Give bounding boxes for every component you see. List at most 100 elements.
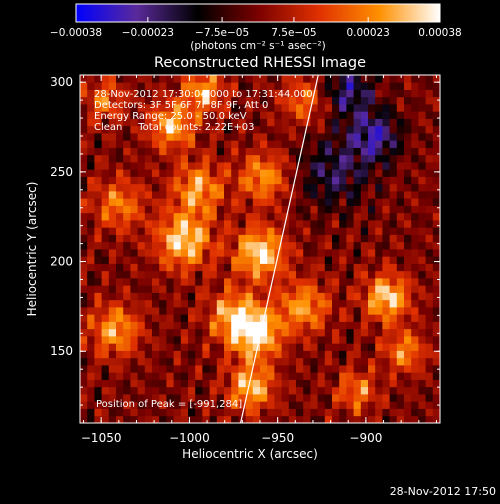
heatmap-cell <box>404 183 412 192</box>
heatmap-cell <box>324 386 333 395</box>
heatmap-cell <box>224 314 232 322</box>
heatmap-cell <box>339 343 347 351</box>
heatmap-cell <box>101 307 110 315</box>
heatmap-cell <box>159 270 167 279</box>
heatmap-cell <box>137 408 146 417</box>
heatmap-cell <box>166 365 174 373</box>
heatmap-cell <box>130 379 138 388</box>
heatmap-cell <box>260 307 268 315</box>
heatmap-cell <box>94 401 102 409</box>
heatmap-cell <box>296 133 304 141</box>
heatmap-cell <box>332 292 340 301</box>
heatmap-cell <box>245 386 254 395</box>
heatmap-cell <box>346 82 354 90</box>
heatmap-cell <box>296 234 304 243</box>
heatmap-cell <box>224 285 232 293</box>
heatmap-cell <box>94 111 102 119</box>
heatmap-cell <box>180 241 189 250</box>
heatmap-cell <box>224 212 232 221</box>
heatmap-cell <box>231 147 239 156</box>
heatmap-cell <box>101 256 110 264</box>
heatmap-cell <box>80 343 88 351</box>
heatmap-cell <box>116 285 124 293</box>
heatmap-cell <box>245 321 254 330</box>
heatmap-cell <box>332 133 340 141</box>
heatmap-cell <box>159 249 167 257</box>
heatmap-cell <box>267 154 275 163</box>
heatmap-cell <box>346 176 354 185</box>
heatmap-cell <box>418 336 426 344</box>
heatmap-cell <box>296 314 304 322</box>
heatmap-cell <box>368 227 376 235</box>
heatmap-cell <box>116 169 124 177</box>
heatmap-cell <box>346 96 354 105</box>
heatmap-cell <box>432 401 440 409</box>
heatmap-cell <box>346 183 354 192</box>
heatmap-cell <box>332 249 340 257</box>
heatmap-cell <box>425 234 434 243</box>
heatmap-cell <box>166 96 174 105</box>
heatmap-cell <box>375 314 383 322</box>
heatmap-cell <box>195 278 203 286</box>
heatmap-cell <box>310 415 318 423</box>
heatmap-cell <box>101 96 110 105</box>
heatmap-cell <box>368 408 376 417</box>
heatmap-cell <box>368 299 376 308</box>
heatmap-cell <box>353 336 362 344</box>
heatmap-cell <box>418 299 426 308</box>
heatmap-cell <box>296 227 304 235</box>
heatmap-cell <box>360 212 369 221</box>
heatmap-cell <box>324 154 333 163</box>
annotation-detectors: Detectors: 3F 5F 6F 7F 8F 9F, Att 0 <box>94 100 268 111</box>
heatmap-cell <box>80 285 88 293</box>
heatmap-cell <box>368 386 376 395</box>
heatmap-cell <box>396 234 405 243</box>
heatmap-cell <box>108 321 117 330</box>
heatmap-cell <box>231 241 239 250</box>
heatmap-cell <box>324 328 333 337</box>
heatmap-cell <box>317 191 326 199</box>
heatmap-cell <box>267 198 275 206</box>
heatmap-cell <box>346 140 354 148</box>
heatmap-cell <box>339 292 347 301</box>
heatmap-cell <box>101 191 110 199</box>
heatmap-cell <box>396 328 405 337</box>
heatmap-cell <box>288 401 297 409</box>
heatmap-cell <box>238 118 246 127</box>
heatmap-cell <box>152 241 160 250</box>
heatmap-cell <box>332 379 340 388</box>
heatmap-cell <box>303 321 311 330</box>
heatmap-cell <box>396 140 405 148</box>
colorbar-tick-label: −7.5e−05 <box>195 27 249 39</box>
heatmap-cell <box>116 205 124 214</box>
heatmap-cell <box>252 154 261 163</box>
heatmap-cell <box>368 401 376 409</box>
heatmap-cell <box>382 241 390 250</box>
heatmap-cell <box>368 205 376 214</box>
heatmap-cell <box>368 176 376 185</box>
heatmap-cell <box>339 191 347 199</box>
heatmap-cell <box>188 307 196 315</box>
heatmap-cell <box>396 357 405 366</box>
heatmap-cell <box>108 256 117 264</box>
heatmap-cell <box>425 299 434 308</box>
heatmap-cell <box>382 292 390 301</box>
heatmap-cell <box>94 162 102 170</box>
heatmap-cell <box>94 140 102 148</box>
heatmap-cell <box>317 321 326 330</box>
heatmap-cell <box>144 372 153 380</box>
heatmap-cell <box>101 328 110 337</box>
heatmap-cell <box>432 96 440 105</box>
heatmap-cell <box>94 372 102 380</box>
heatmap-cell <box>80 140 88 148</box>
heatmap-cell <box>188 401 196 409</box>
heatmap-cell <box>173 75 182 83</box>
heatmap-cell <box>87 394 95 402</box>
heatmap-cell <box>288 328 297 337</box>
heatmap-cell <box>87 401 95 409</box>
heatmap-cell <box>252 357 261 366</box>
heatmap-cell <box>152 343 160 351</box>
heatmap-cell <box>274 89 282 98</box>
heatmap-cell <box>238 125 246 134</box>
heatmap-cell <box>375 147 383 156</box>
